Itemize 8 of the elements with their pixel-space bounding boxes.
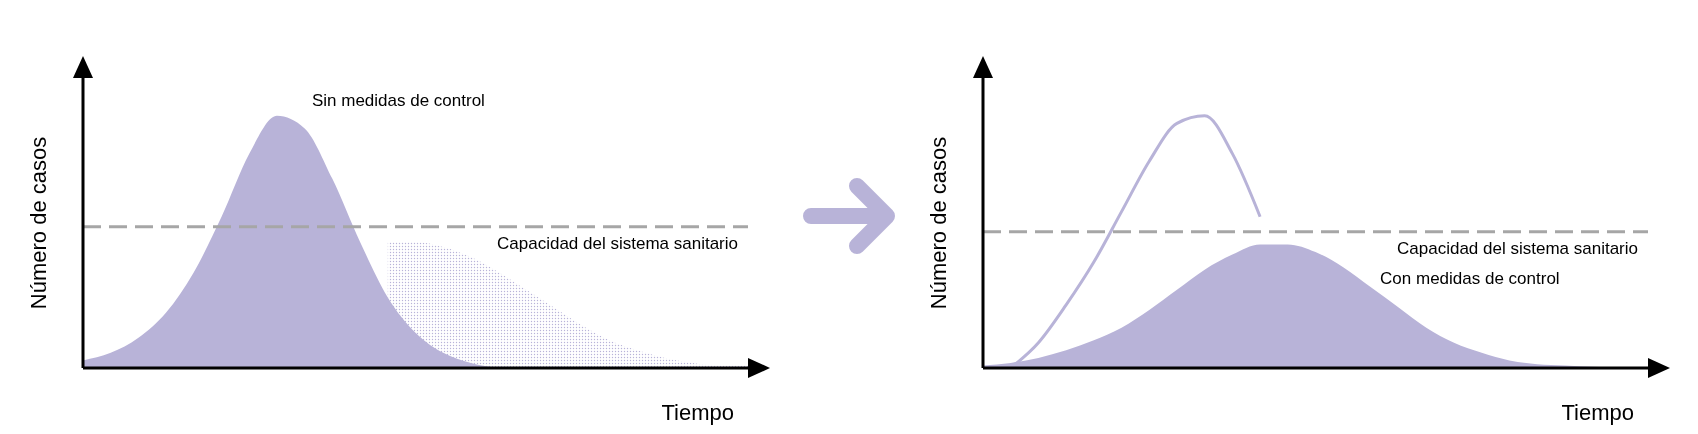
- series-label: Con medidas de control: [1380, 269, 1560, 289]
- x-axis-title: Tiempo: [1561, 400, 1634, 425]
- y-axis-title: Número de casos: [925, 136, 951, 310]
- series-label: Sin medidas de control: [311, 90, 485, 110]
- ref-line-label: Capacidad del sistema sanitario: [1397, 238, 1638, 258]
- y-axis-title: Número de casos: [25, 136, 51, 310]
- ref-line-label: Capacidad del sistema sanitario: [497, 233, 738, 253]
- x-axis-title: Tiempo: [661, 400, 734, 425]
